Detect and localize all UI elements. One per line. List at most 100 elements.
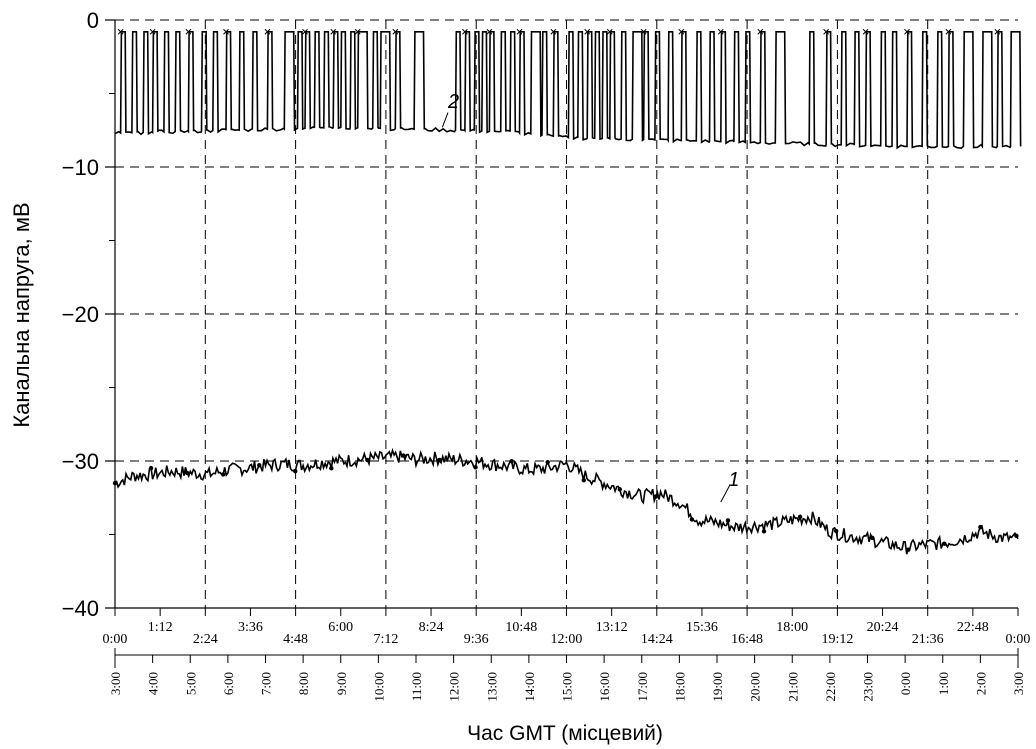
x-tick-label-local: 21:00 xyxy=(785,672,800,702)
x-tick-label-gmt: 14:24 xyxy=(641,632,673,647)
x-tick-label-local: 12:00 xyxy=(447,672,462,702)
x-tick-label-gmt: 13:12 xyxy=(596,620,628,635)
y-tick-label: −40 xyxy=(62,596,99,621)
series-1-point xyxy=(725,518,731,523)
x-tick-label-local: 14:00 xyxy=(522,672,537,702)
x-tick-label-gmt: 0:00 xyxy=(103,632,128,647)
y-tick-label: −30 xyxy=(62,449,99,474)
x-tick-label-gmt: 4:48 xyxy=(283,632,308,647)
series-2-line xyxy=(114,30,1022,150)
y-tick-label: −10 xyxy=(62,155,99,180)
x-tick-label-local: 3:00 xyxy=(1011,672,1026,695)
x-tick-label-local: 8:00 xyxy=(296,672,311,695)
x-axis-label: Час GMT (місцевий) xyxy=(467,722,663,745)
series-1-point xyxy=(220,472,226,477)
series-2-point xyxy=(904,28,910,35)
series-2-point xyxy=(516,28,523,35)
series-1-point xyxy=(942,541,947,546)
series-1-point xyxy=(581,477,586,483)
x-tick-label-gmt: 19:12 xyxy=(821,632,853,647)
series-2-point xyxy=(862,28,869,35)
series-1-point xyxy=(148,465,154,471)
series-1-point xyxy=(112,480,118,486)
series-1-line xyxy=(114,447,1019,555)
x-tick-label-local: 1:00 xyxy=(936,672,951,695)
x-tick-label-gmt: 0:00 xyxy=(1006,632,1031,647)
x-tick-label-gmt: 15:36 xyxy=(686,620,718,635)
series-2-point xyxy=(302,28,308,35)
series-2-point xyxy=(945,28,952,35)
series-2-point xyxy=(223,28,229,35)
x-tick-label-local: 7:00 xyxy=(259,672,274,695)
series-1-point xyxy=(870,535,875,541)
series-2-point xyxy=(392,28,399,35)
x-tick-label-gmt: 3:36 xyxy=(238,620,263,635)
x-tick-label-local: 17:00 xyxy=(635,672,650,702)
series-2-point xyxy=(354,28,361,35)
x-tick-label-gmt: 20:24 xyxy=(867,620,899,635)
series-2-point xyxy=(584,28,591,35)
x-tick-label-local: 19:00 xyxy=(710,672,725,702)
x-tick-label-gmt: 10:48 xyxy=(505,620,537,635)
series-1-leader xyxy=(720,484,731,503)
y-axis-label: Канальна напруга, мВ xyxy=(9,202,34,427)
series-1-point xyxy=(401,453,406,458)
x-tick-label-local: 11:00 xyxy=(409,672,424,701)
ticks: 0 −10 −20 −30 −40 0:00 1:12 2:24 3:36 4:48 6:00 7:1… xyxy=(62,8,1031,702)
x-tick-label-gmt: 18:00 xyxy=(776,620,808,635)
x-tick-label-local: 3:00 xyxy=(108,672,123,695)
y-tick-label: 0 xyxy=(87,8,99,33)
x-tick-label-local: 23:00 xyxy=(861,672,876,702)
series-1-point xyxy=(833,528,839,534)
x-tick-label-local: 16:00 xyxy=(597,672,612,702)
x-tick-label-gmt: 22:48 xyxy=(957,620,989,635)
series-2-point xyxy=(264,28,271,35)
series-1-point xyxy=(365,457,370,463)
x-tick-label-local: 22:00 xyxy=(823,672,838,702)
series-2-point xyxy=(486,28,493,35)
series-2-point xyxy=(149,28,156,35)
series-1-point xyxy=(906,547,911,552)
x-tick-label-local: 6:00 xyxy=(221,672,236,695)
series-2-point xyxy=(185,28,192,35)
series-1-point xyxy=(257,463,262,468)
grid xyxy=(115,19,1018,608)
x-tick-label-local: 2:00 xyxy=(973,672,988,695)
series-2-point xyxy=(757,28,764,35)
x-tick-label-local: 10:00 xyxy=(371,672,386,702)
series-1-point xyxy=(437,457,442,463)
y-tick-label: −20 xyxy=(62,302,99,327)
x-tick-label-local: 4:00 xyxy=(146,672,161,695)
x-tick-label-local: 5:00 xyxy=(183,672,198,695)
x-tick-label-local: 9:00 xyxy=(334,672,349,695)
series-2-label: 2 xyxy=(447,91,459,113)
x-tick-label-gmt: 9:36 xyxy=(464,632,489,647)
x-tick-label-gmt: 7:12 xyxy=(373,632,398,647)
series-2-point xyxy=(117,28,124,35)
x-tick-label-local: 15:00 xyxy=(560,672,575,702)
series-1-point xyxy=(509,458,514,464)
series-1-point xyxy=(293,468,298,474)
series-1-point xyxy=(1014,533,1019,539)
series-1-point xyxy=(653,494,659,499)
series-1-point xyxy=(617,487,623,492)
series-2-point xyxy=(717,28,724,35)
series-2-point xyxy=(606,28,613,35)
series: 12 xyxy=(112,28,1022,555)
series-1-point xyxy=(545,460,550,465)
series-2-point xyxy=(823,28,829,35)
x-tick-label-local: 18:00 xyxy=(672,672,687,702)
series-1-point xyxy=(797,514,803,520)
series-1-label: 1 xyxy=(728,469,739,491)
series-1-point xyxy=(978,524,983,530)
series-1-point xyxy=(761,529,767,534)
x-tick-label-local: 20:00 xyxy=(748,672,763,702)
x-tick-label-gmt: 2:24 xyxy=(193,632,218,647)
x-tick-label-gmt: 12:00 xyxy=(551,632,583,647)
x-tick-label-local: 13:00 xyxy=(484,672,499,702)
series-1-point xyxy=(473,465,478,470)
x-tick-label-gmt: 8:24 xyxy=(419,620,444,635)
series-2-point xyxy=(330,28,337,35)
series-2-point xyxy=(550,28,557,35)
x-tick-label-gmt: 1:12 xyxy=(148,620,173,635)
